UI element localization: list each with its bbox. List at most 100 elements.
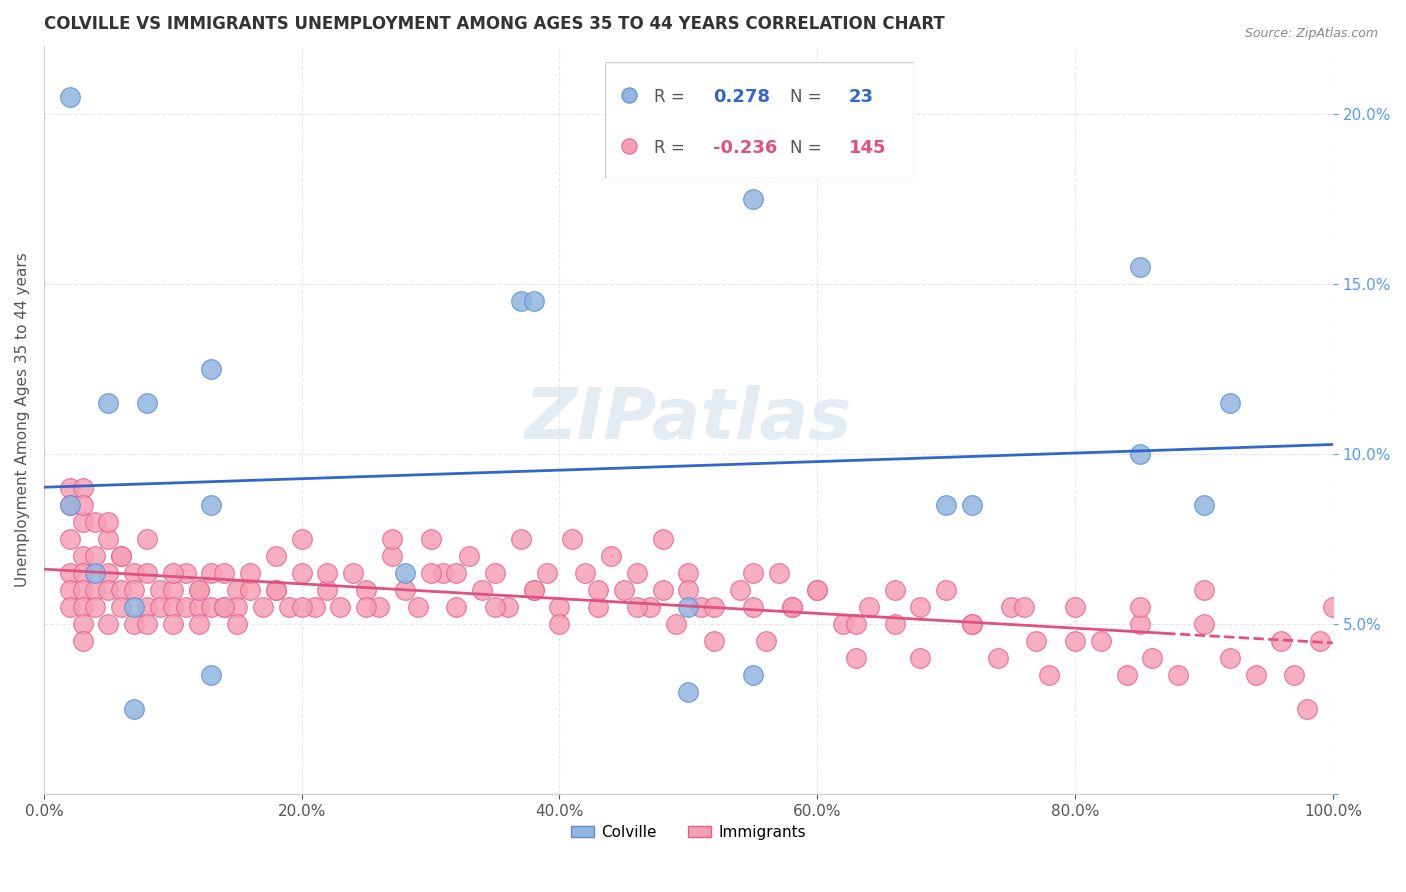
Point [394,566,416,580]
Point [264,582,287,597]
Point [651,532,673,546]
Point [59,532,82,546]
Text: COLVILLE VS IMMIGRANTS UNEMPLOYMENT AMONG AGES 35 TO 44 YEARS CORRELATION CHART: COLVILLE VS IMMIGRANTS UNEMPLOYMENT AMON… [44,15,945,33]
Point [72,634,94,648]
Point [638,599,661,614]
Point [432,566,454,580]
Point [523,582,546,597]
Point [910,599,932,614]
Point [845,651,868,665]
Point [1000,599,1022,614]
Point [496,599,519,614]
Point [471,582,494,597]
Point [1115,668,1137,682]
Point [394,582,416,597]
Point [960,616,983,631]
Point [162,566,184,580]
Point [174,566,197,580]
Point [136,396,159,410]
Point [252,599,274,614]
Point [1244,668,1267,682]
Point [858,599,880,614]
Point [678,685,700,699]
Point [97,616,120,631]
Point [122,702,145,716]
Point [1128,599,1150,614]
Text: N =: N = [790,139,827,157]
Point [780,599,803,614]
Point [690,599,713,614]
Point [523,582,546,597]
Point [316,566,339,580]
Point [586,582,609,597]
Point [84,515,107,529]
Point [277,599,299,614]
Point [200,566,222,580]
Point [741,566,763,580]
Point [214,566,236,580]
Point [84,582,107,597]
Point [162,616,184,631]
Point [484,599,506,614]
Point [97,582,120,597]
Point [509,532,531,546]
Text: ZIPatlas: ZIPatlas [524,385,852,454]
Point [626,599,648,614]
Point [1128,260,1150,274]
Point [678,582,700,597]
Text: N =: N = [790,88,827,106]
Point [84,566,107,580]
Point [1090,634,1112,648]
Text: 0.278: 0.278 [713,88,770,106]
Point [97,515,120,529]
Text: 145: 145 [849,139,886,157]
Point [187,616,209,631]
Point [1322,599,1344,614]
Point [536,566,558,580]
Point [1309,634,1331,648]
Point [342,566,364,580]
Point [149,599,172,614]
Point [291,566,314,580]
Point [214,599,236,614]
Point [1167,668,1189,682]
Point [122,599,145,614]
Point [561,532,583,546]
Point [960,498,983,512]
Point [1192,616,1215,631]
Point [1270,634,1292,648]
Point [329,599,352,614]
Point [523,293,546,308]
Point [187,582,209,597]
Point [1064,599,1087,614]
Point [883,582,905,597]
Point [97,396,120,410]
Point [316,582,339,597]
Point [59,89,82,103]
Point [304,599,326,614]
Point [136,566,159,580]
Point [110,582,132,597]
Point [110,549,132,563]
Point [59,566,82,580]
Point [59,498,82,512]
Point [1284,668,1306,682]
Point [59,582,82,597]
Point [1192,582,1215,597]
Point [72,566,94,580]
Text: R =: R = [654,139,690,157]
Point [548,616,571,631]
Point [72,498,94,512]
Y-axis label: Unemployment Among Ages 35 to 44 years: Unemployment Among Ages 35 to 44 years [15,252,30,587]
Point [187,599,209,614]
Point [703,634,725,648]
Point [200,599,222,614]
Point [883,616,905,631]
Point [200,498,222,512]
Point [1142,651,1164,665]
Point [987,651,1010,665]
Point [419,532,441,546]
Point [935,582,957,597]
Point [381,532,404,546]
Point [484,566,506,580]
